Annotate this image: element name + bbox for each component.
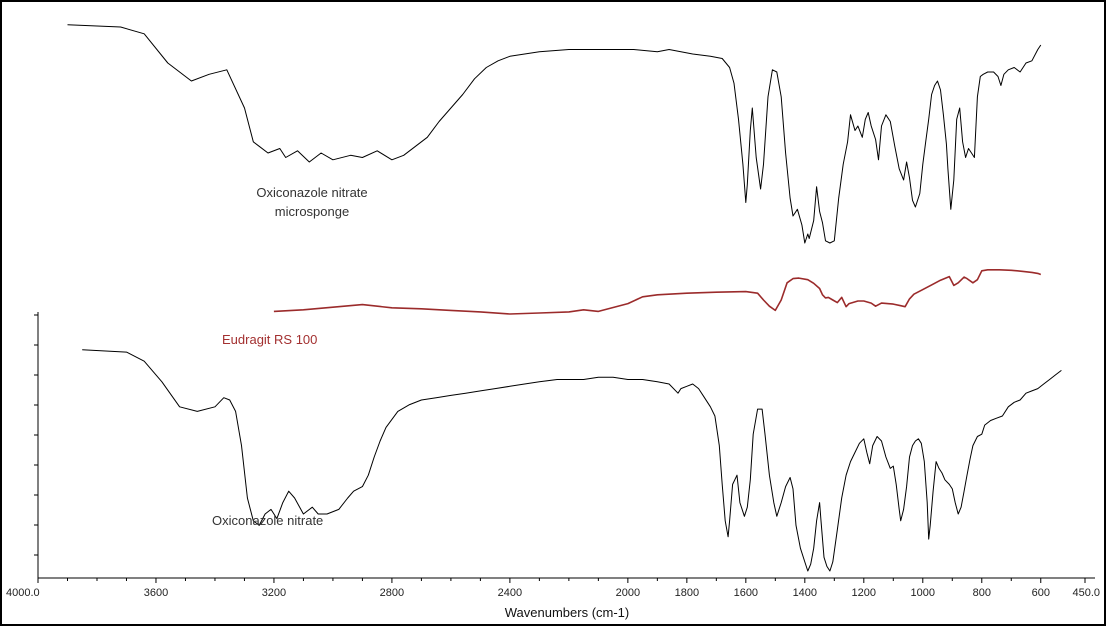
x-tick-label: 2400 — [498, 587, 522, 599]
oxiconazole-label: Oxiconazole nitrate — [212, 513, 323, 528]
series-line-oxiconazole-nitrate — [82, 349, 1062, 572]
bottom-axis: 4000.0 3600 3200 2800 2400 2000 1800 1600 1400 12… — [6, 577, 1100, 599]
x-tick-label: 2000 — [616, 587, 640, 599]
x-tick-label: 450.0 — [1072, 587, 1100, 599]
x-tick-label: 1400 — [793, 587, 817, 599]
x-tick-label: 3200 — [262, 587, 286, 599]
x-tick-label: 800 — [973, 587, 991, 599]
x-tick-label: 1600 — [734, 587, 758, 599]
series-layer — [67, 24, 1062, 572]
x-axis-title: Wavenumbers (cm-1) — [505, 605, 629, 620]
x-tick-label: 600 — [1032, 587, 1050, 599]
x-tick-label: 1000 — [911, 587, 935, 599]
eudragit-label: Eudragit RS 100 — [222, 332, 317, 347]
x-tick-label: 1200 — [852, 587, 876, 599]
series-line-oxiconazole-nitrate-microsponge — [67, 24, 1042, 244]
x-tick-label: 2800 — [380, 587, 404, 599]
series-line-eudragit-rs-100 — [273, 269, 1042, 315]
x-tick-label: 4000.0 — [6, 587, 40, 599]
x-tick-label: 1800 — [675, 587, 699, 599]
microsponge-label-line2: microsponge — [275, 204, 349, 219]
microsponge-label-line1: Oxiconazole nitrate — [256, 185, 367, 200]
left-axis — [34, 312, 39, 578]
x-tick-label: 3600 — [144, 587, 168, 599]
